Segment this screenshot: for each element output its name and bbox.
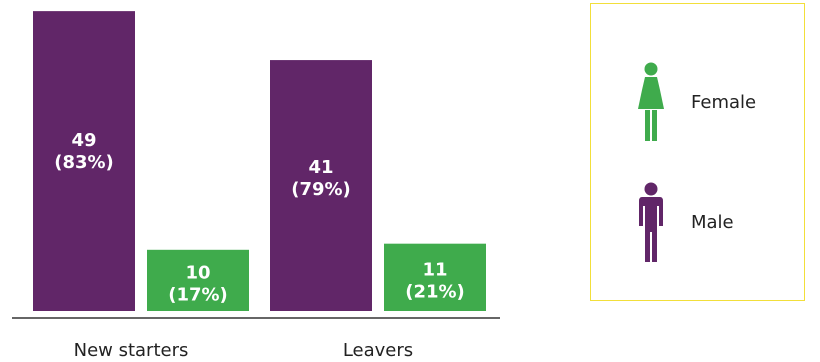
bar-male-0 (147, 249, 249, 311)
legend-box: Female Male (590, 3, 805, 301)
legend-item-male: Male (591, 182, 804, 262)
bar-male-1 (384, 243, 486, 311)
bar-value-label: 49 (71, 130, 96, 151)
bar-value-label: 41 (308, 157, 333, 178)
bar-female-0 (33, 11, 135, 312)
category-label: New starters (74, 340, 189, 361)
bar-percent-label: (17%) (168, 284, 228, 305)
legend-label-male: Male (691, 212, 734, 233)
bar-value-label: 10 (185, 262, 210, 283)
bar-percent-label: (21%) (405, 281, 465, 302)
bar-percent-label: (79%) (291, 179, 351, 200)
female-figure-icon (638, 62, 664, 141)
bar-value-label: 11 (422, 259, 447, 280)
bar-chart: 49(83%) 10(17%) 41(79%) 11(21%) New starter… (12, 11, 500, 361)
category-label: Leavers (343, 340, 413, 361)
legend-item-female: Female (591, 62, 804, 141)
category-labels: New starters Leavers (74, 340, 414, 361)
bar-female-1 (270, 60, 372, 311)
legend-label-female: Female (691, 92, 757, 113)
male-figure-icon (639, 182, 663, 262)
bar-percent-label: (83%) (54, 152, 114, 173)
bars-group: 49(83%) 10(17%) 41(79%) 11(21%) (33, 11, 486, 312)
